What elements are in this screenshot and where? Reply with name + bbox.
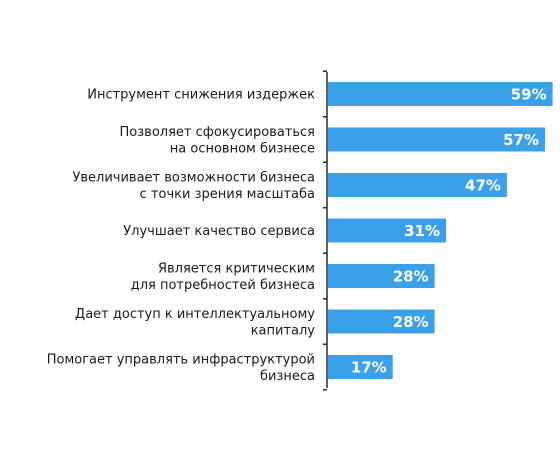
bar [328,127,545,152]
data-label: 47% [465,177,501,195]
bar [328,355,393,379]
category-label: Помогает управлять инфраструктурой бизнес… [47,352,315,384]
y-axis [323,70,328,391]
category-label: Улучшает качество сервиса [123,224,315,239]
bars-group [328,82,553,379]
bar [328,264,435,288]
data-label: 57% [503,131,539,149]
bar [328,218,447,243]
category-label: Позволяет сфокусироваться на основном биз… [120,125,315,157]
category-label: Дает доступ к интеллектуальному капиталу [75,307,315,339]
category-labels: Инструмент снижения издержек Позволяет сф… [47,88,316,384]
data-label: 59% [511,86,547,104]
bar [328,82,553,106]
data-label: 28% [393,313,429,331]
category-label: Инструмент снижения издержек [87,88,315,103]
value-labels: 59% 57% 47% 31% 28% 28% 17% [351,86,547,377]
data-label: 31% [404,222,440,240]
data-label: 28% [393,268,429,286]
category-label: Является критическим для потребностей биз… [131,261,315,293]
data-label: 17% [351,359,387,377]
bar [328,309,435,334]
category-label: Увеличивает возможности бизнеса с точки з… [72,170,315,202]
bar [328,173,507,197]
